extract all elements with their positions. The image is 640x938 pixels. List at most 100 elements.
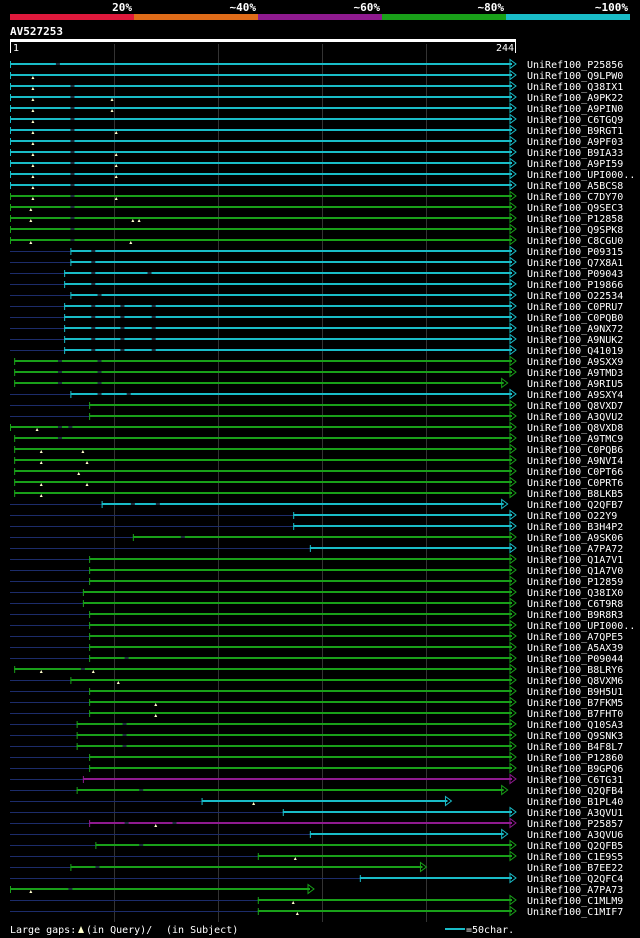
- subject-gap-mark: [57, 426, 62, 428]
- hit-arrow-head: [509, 696, 517, 708]
- hit-row: UniRef100_UPI000..: [10, 619, 635, 632]
- hit-bar: [101, 503, 504, 505]
- subject-gap-mark: [70, 206, 75, 208]
- hit-bar: [89, 756, 513, 758]
- subject-gap-mark: [70, 96, 75, 98]
- hit-row: UniRef100_C0PRT6: [14, 476, 623, 489]
- hit-name-label: UniRef100_P25856: [527, 60, 623, 71]
- hit-row: UniRef100_A9PIN0: [10, 102, 623, 115]
- subject-gap-mark: [70, 184, 75, 186]
- subject-gap-mark: [70, 118, 75, 120]
- hit-bar: [70, 261, 512, 263]
- hit-name-label: UniRef100_Q38IX0: [527, 588, 623, 599]
- hit-arrow-head: [509, 619, 517, 631]
- hit-row: UniRef100_O22534: [10, 289, 623, 302]
- subject-gap-mark: [57, 437, 62, 439]
- hit-arrow-head: [509, 520, 517, 532]
- hit-bar: [89, 657, 513, 659]
- hit-name-label: UniRef100_P09044: [527, 654, 623, 665]
- hit-name-label: UniRef100_B4F8L7: [527, 742, 623, 753]
- hit-row: UniRef100_P09043: [10, 267, 623, 280]
- subject-gap-mark: [55, 63, 60, 65]
- hit-arrow-head: [509, 113, 517, 125]
- subject-gap-mark: [70, 239, 75, 241]
- hit-row: UniRef100_Q9SEC3: [10, 201, 623, 214]
- hit-name-label: UniRef100_Q1A7V0: [527, 566, 623, 577]
- hit-bar: [282, 811, 512, 813]
- hit-arrow-head: [509, 234, 517, 246]
- scale-label: =50char.: [466, 925, 514, 936]
- hit-arrow-head: [509, 663, 517, 675]
- subject-gap-mark: [91, 272, 96, 274]
- hit-row: UniRef100_Q41019: [10, 344, 623, 357]
- hit-bar: [10, 206, 512, 208]
- hit-bar: [76, 723, 513, 725]
- hit-name-label: UniRef100_B8LKB5: [527, 489, 623, 500]
- query-gap-mark: [110, 109, 114, 112]
- subject-gap-mark: [70, 140, 75, 142]
- subject-gap-mark: [70, 129, 75, 131]
- hit-arrow-head: [509, 388, 517, 400]
- hit-name-label: UniRef100_B7FKM5: [527, 698, 623, 709]
- query-gap-mark: [77, 472, 81, 475]
- subject-gap-mark: [91, 327, 96, 329]
- hit-bar: [10, 107, 512, 109]
- hit-arrow-head: [444, 795, 453, 807]
- hit-name-label: UniRef100_A9NUK2: [527, 335, 623, 346]
- hit-row: UniRef100_UPI000..: [10, 168, 635, 181]
- hit-row: UniRef100_P19866: [10, 278, 623, 291]
- identity-scale-label: ~100%: [595, 1, 628, 14]
- subject-gap-mark: [68, 426, 73, 428]
- hit-bar: [89, 690, 513, 692]
- hit-name-label: UniRef100_A7QPE5: [527, 632, 623, 643]
- hit-row: UniRef100_A9NVI4: [14, 454, 623, 467]
- hit-bar: [14, 668, 512, 670]
- hit-name-label: UniRef100_A3QVU2: [527, 412, 623, 423]
- hit-name-label: UniRef100_C1MLM9: [527, 896, 623, 907]
- hit-arrow-head: [509, 399, 517, 411]
- query-start-label: 1: [13, 43, 19, 54]
- hit-name-label: UniRef100_B7FHT0: [527, 709, 623, 720]
- hit-bar: [132, 536, 513, 538]
- hit-name-label: UniRef100_Q9LPW0: [527, 71, 623, 82]
- hit-bar: [10, 85, 512, 87]
- hit-name-label: UniRef100_P19866: [527, 280, 623, 291]
- query-gap-mark: [154, 714, 158, 717]
- hit-arrow-head: [509, 630, 517, 642]
- query-gap-mark: [31, 98, 35, 101]
- legend-footer: Large gaps: (in Query)/ (in Subject) =50cha…: [10, 925, 514, 936]
- hit-bar: [89, 635, 513, 637]
- hit-arrow-head: [509, 267, 517, 279]
- hit-row: UniRef100_Q8VXM6: [10, 674, 623, 687]
- hit-row: UniRef100_C8CGU0: [10, 234, 623, 247]
- hit-bar: [70, 294, 512, 296]
- hit-bar: [70, 679, 512, 681]
- hit-row: UniRef100_C0PRU7: [10, 300, 623, 313]
- query-gap-mark: [31, 76, 35, 79]
- hit-name-label: UniRef100_Q1A7V1: [527, 555, 623, 566]
- hit-bar: [201, 800, 448, 802]
- hit-bar: [10, 151, 512, 153]
- hit-row: UniRef100_A5BCS8: [10, 179, 623, 192]
- subject-gap-mark: [120, 327, 125, 329]
- hit-row: UniRef100_A9SXX9: [14, 355, 623, 368]
- query-gap-mark: [131, 219, 135, 222]
- subject-gap-mark: [91, 305, 96, 307]
- subject-gap-mark: [124, 822, 129, 824]
- subject-gap-mark: [151, 316, 156, 318]
- hit-arrow-head: [509, 91, 517, 103]
- hit-name-label: UniRef100_C6TG31: [527, 775, 623, 786]
- query-gap-mark: [35, 428, 39, 431]
- hit-row: UniRef100_Q1A7V0: [10, 564, 623, 577]
- query-id: AV527253: [10, 25, 63, 38]
- hit-name-label: UniRef100_Q7X8A1: [527, 258, 623, 269]
- query-gap-mark: [31, 197, 35, 200]
- hit-arrow-head: [501, 828, 509, 840]
- hit-bar: [70, 393, 512, 395]
- hit-name-label: UniRef100_B9IA33: [527, 148, 623, 159]
- hit-arrow-head: [509, 729, 517, 741]
- hit-row: UniRef100_Q10SA3: [10, 718, 623, 731]
- hit-bar: [14, 492, 512, 494]
- query-bar: [10, 39, 516, 42]
